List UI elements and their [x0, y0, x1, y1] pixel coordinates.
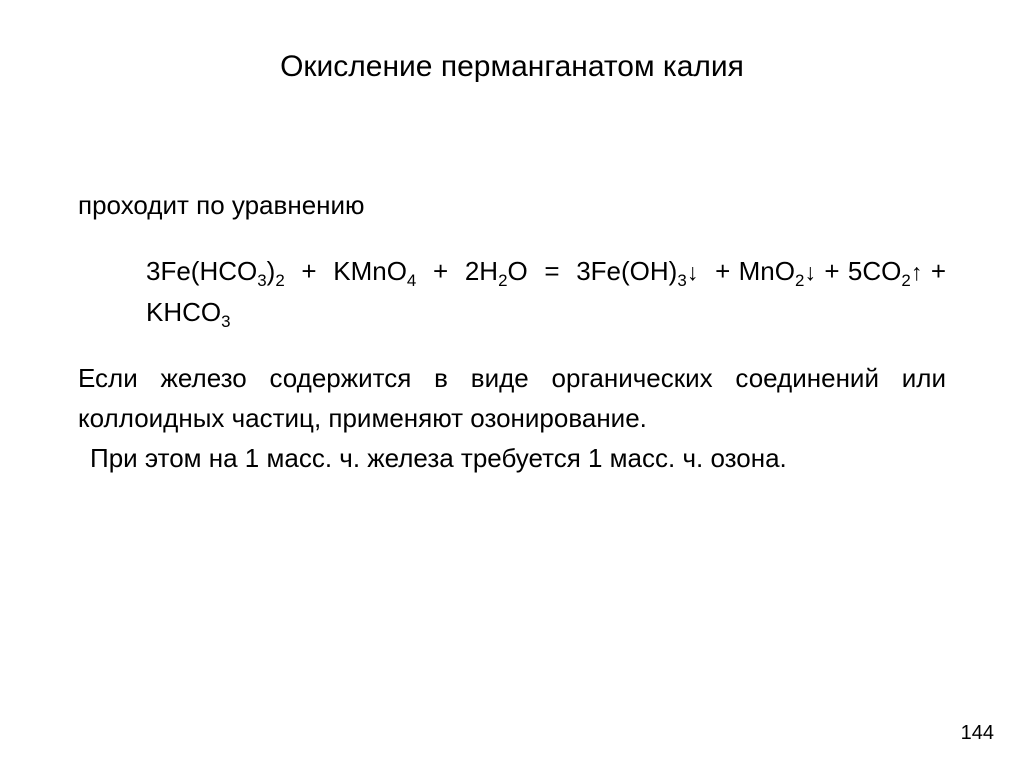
slide-body: проходит по уравнению 3Fe(HCO3)2 + KMnO4… — [78, 185, 946, 479]
page-number: 144 — [961, 722, 994, 745]
paragraph-organic: Если железо содержится в виде органическ… — [78, 358, 946, 439]
slide: Окисление перманганатом калия проходит п… — [0, 0, 1024, 767]
paragraph-ozone: При этом на 1 масс. ч. железа требуется … — [78, 438, 946, 478]
chemical-equation: 3Fe(HCO3)2 + KMnO4 + 2H2O = 3Fe(OH)3↓ + … — [146, 251, 946, 332]
slide-title: Окисление перманганатом калия — [0, 50, 1024, 84]
intro-line: проходит по уравнению — [78, 185, 946, 225]
